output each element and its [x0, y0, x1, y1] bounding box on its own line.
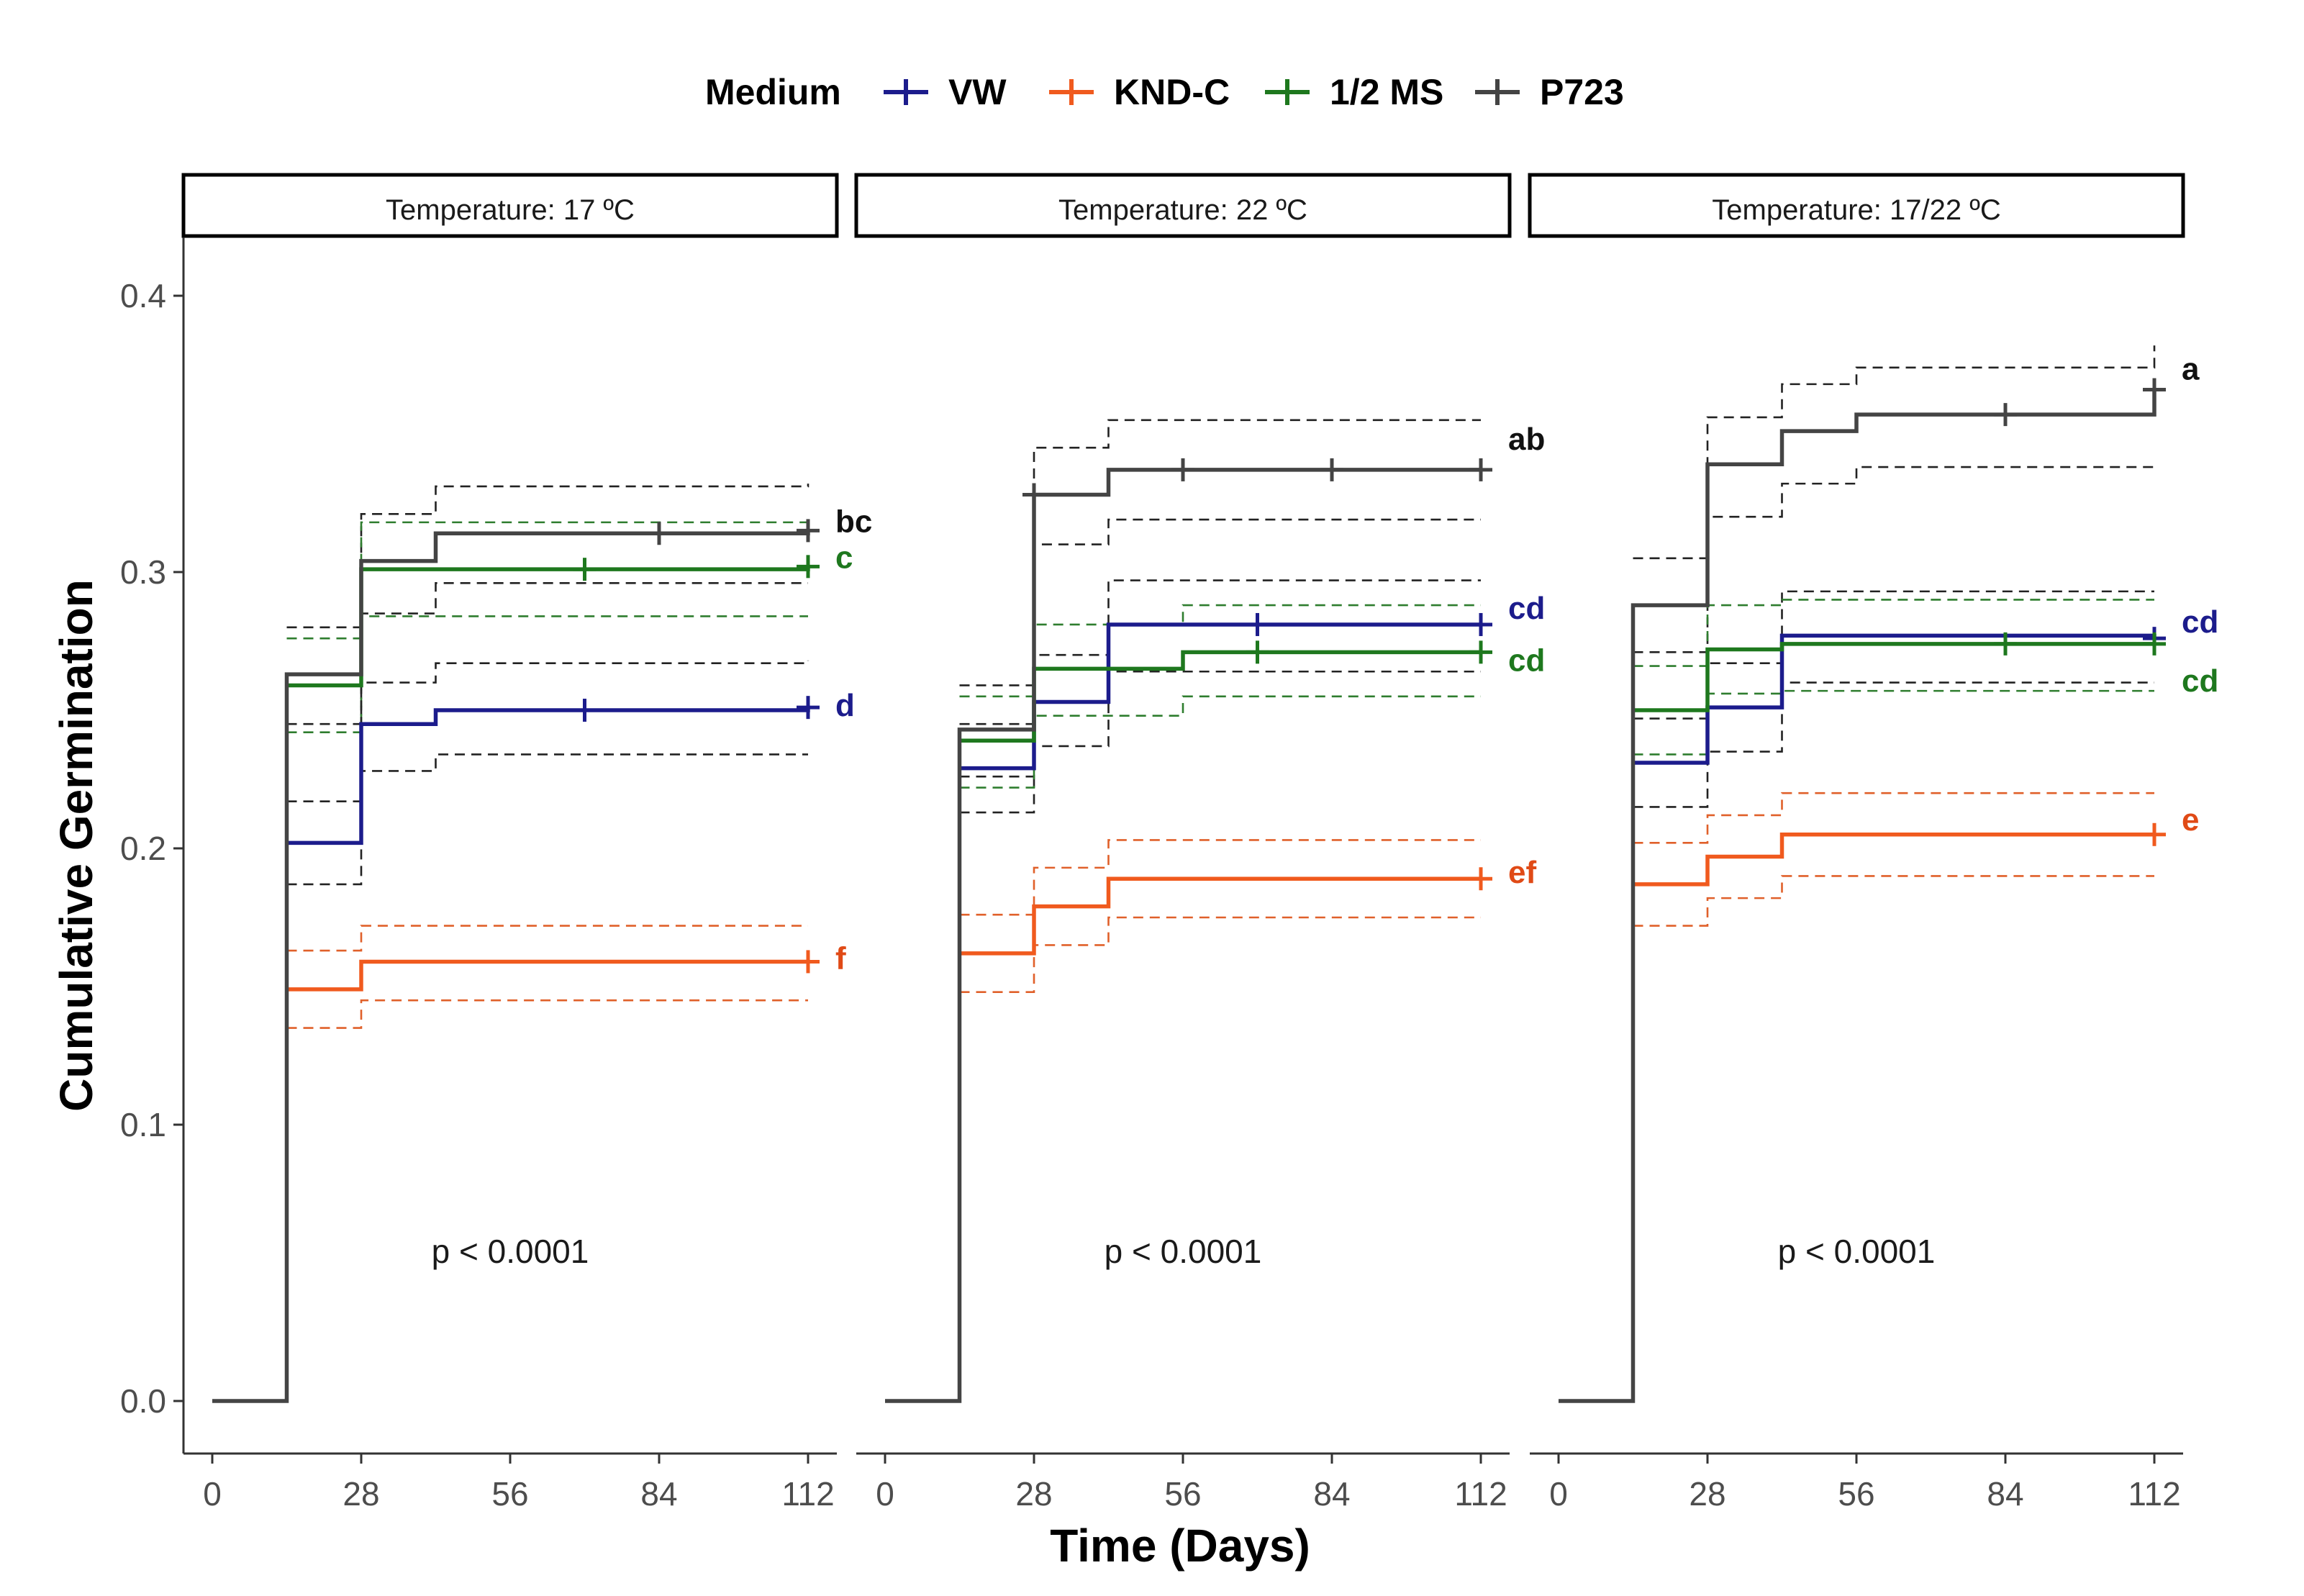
- panel-strip-label: Temperature: 22 ºC: [1058, 194, 1307, 226]
- ci-upper-vw: [1633, 590, 2154, 720]
- series-line-p723: [1559, 389, 2156, 1403]
- ci-upper-knd-c: [959, 839, 1481, 916]
- x-tick-label: 56: [491, 1475, 528, 1513]
- x-tick-label: 112: [1454, 1475, 1507, 1513]
- ci-lower-p723: [286, 582, 808, 725]
- x-tick-label: 84: [640, 1475, 677, 1513]
- ci-upper-vw: [959, 579, 1481, 725]
- legend-title: Medium: [705, 72, 841, 112]
- ci-upper-vw: [286, 660, 809, 803]
- ci-lower-1-2-ms: [1633, 689, 2154, 756]
- series-line-vw: [1633, 633, 2156, 765]
- ci-upper-p723: [286, 484, 809, 629]
- significance-letter-knd-c: e: [2182, 802, 2199, 838]
- ci-lower-knd-c: [286, 999, 808, 1029]
- y-tick-label: 0.2: [120, 830, 166, 867]
- series-line-p723: [212, 530, 810, 1403]
- p-value-label: p < 0.0001: [432, 1233, 589, 1270]
- significance-letter-p723: a: [2182, 352, 2200, 387]
- x-tick-label: 0: [1549, 1475, 1568, 1513]
- panel-strip: [854, 173, 1512, 238]
- significance-letter-1-2-ms: cd: [1508, 643, 1545, 678]
- panel-2: Temperature: 22 ºC 0 28 56 84 112 ab cd cd ef p < …: [854, 173, 1545, 1513]
- series-line-p723: [885, 468, 1481, 1403]
- ci-lower-1-2-ms: [286, 615, 808, 734]
- panel-3: Temperature: 17/22 ºC 0 28 56 84 112 a cd cd e p <…: [1528, 173, 2218, 1513]
- ci-lower-vw: [959, 670, 1481, 814]
- ci-lower-vw: [286, 753, 808, 886]
- ci-lower-p723: [1633, 466, 2154, 653]
- ci-lower-knd-c: [959, 916, 1481, 993]
- panel-strip-label: Temperature: 17 ºC: [386, 194, 635, 226]
- ci-upper-knd-c: [286, 925, 808, 952]
- legend-entry-p723: P723: [1475, 72, 1624, 112]
- x-tick-label: 28: [343, 1475, 379, 1513]
- ci-upper-knd-c: [1633, 792, 2154, 844]
- ci-upper-1-2-ms: [1633, 599, 2154, 667]
- y-tick-label: 0.1: [120, 1106, 166, 1143]
- significance-letter-1-2-ms: c: [835, 540, 853, 575]
- ci-lower-vw: [1633, 681, 2154, 808]
- x-axis-title: Time (Days): [1050, 1520, 1310, 1572]
- x-tick-label: 84: [1987, 1475, 2023, 1513]
- panel-1: Temperature: 17 ºC 0 28 56 84 112 bcc d f p < 0.0…: [181, 173, 872, 1513]
- x-tick-label: 0: [203, 1475, 222, 1513]
- significance-letter-1-2-ms: cd: [2182, 663, 2218, 699]
- legend-entries: VW KND-C 1/2 MS P723: [884, 72, 1624, 112]
- ci-upper-p723: [1633, 345, 2156, 560]
- legend-entry-vw: VW: [884, 72, 1007, 112]
- series-line-1-2-ms: [1633, 642, 2154, 712]
- x-tick-label: 0: [876, 1475, 894, 1513]
- x-tick-label: 56: [1838, 1475, 1874, 1513]
- significance-letter-p723: bc: [835, 504, 872, 539]
- ci-lower-1-2-ms: [959, 695, 1481, 789]
- y-axis: 0.0 0.1 0.2 0.3 0.4: [120, 237, 185, 1454]
- legend-entry-1-2-ms: 1/2 MS: [1265, 72, 1443, 112]
- series-line-knd-c: [959, 876, 1481, 956]
- x-tick-label: 84: [1313, 1475, 1350, 1513]
- legend: Medium VW KND-C 1/2 MS P723: [705, 72, 1624, 112]
- significance-letter-knd-c: ef: [1508, 855, 1536, 890]
- x-tick-label: 28: [1689, 1475, 1725, 1513]
- y-tick-label: 0.0: [120, 1382, 166, 1420]
- y-tick-label: 0.3: [120, 553, 166, 591]
- significance-letter-vw: d: [835, 688, 855, 723]
- panel-strip-label: Temperature: 17/22 ºC: [1712, 194, 2000, 226]
- x-tick-label: 28: [1015, 1475, 1052, 1513]
- significance-letter-p723: ab: [1508, 422, 1545, 457]
- significance-letter-vw: cd: [2182, 604, 2218, 640]
- series-line-knd-c: [286, 959, 808, 992]
- legend-label: KND-C: [1114, 72, 1230, 112]
- series-line-1-2-ms: [959, 650, 1481, 743]
- legend-label: 1/2 MS: [1330, 72, 1443, 112]
- panel-strip: [181, 173, 839, 238]
- series-line-vw: [286, 707, 810, 845]
- series-line-1-2-ms: [286, 566, 810, 688]
- p-value-label: p < 0.0001: [1105, 1233, 1262, 1270]
- legend-label: VW: [948, 72, 1007, 112]
- p-value-label: p < 0.0001: [1778, 1233, 1936, 1270]
- significance-letter-vw: cd: [1508, 591, 1545, 626]
- significance-letter-knd-c: f: [835, 940, 846, 976]
- x-tick-label: 112: [2128, 1475, 2180, 1513]
- x-tick-label: 56: [1164, 1475, 1201, 1513]
- ci-lower-p723: [959, 518, 1481, 778]
- ci-upper-p723: [959, 419, 1481, 686]
- series-line-knd-c: [1633, 833, 2154, 887]
- legend-entry-knd-c: KND-C: [1049, 72, 1230, 112]
- legend-label: P723: [1540, 72, 1624, 112]
- x-tick-label: 112: [781, 1475, 834, 1513]
- ci-lower-knd-c: [1633, 875, 2154, 927]
- series-line-vw: [959, 622, 1481, 771]
- panel-strip: [1528, 173, 2185, 238]
- ci-upper-1-2-ms: [286, 520, 809, 640]
- y-axis-title: Cumulative Germination: [50, 579, 102, 1112]
- y-tick-label: 0.4: [120, 277, 166, 314]
